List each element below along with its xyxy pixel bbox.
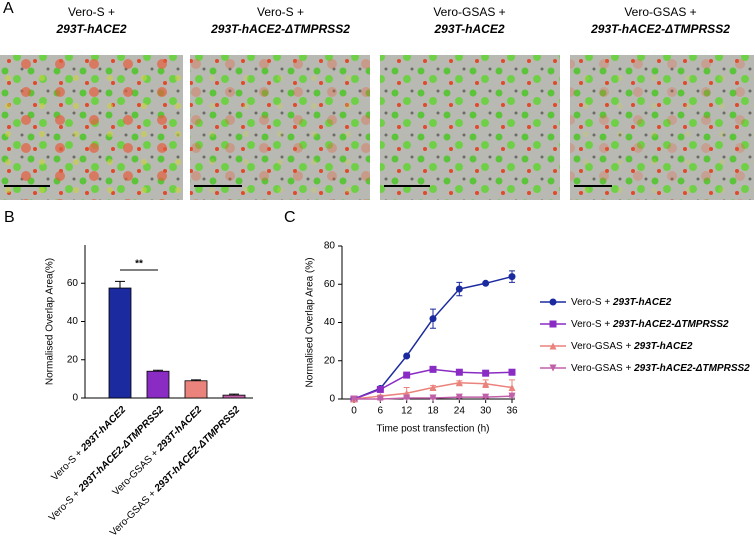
bar — [222, 394, 246, 399]
data-point — [403, 352, 411, 360]
x-tick-label: 24 — [454, 406, 466, 417]
image-title: Vero-GSAS + 293T-hACE2-ΔTMPRSS2 — [591, 5, 730, 36]
legend-marker — [549, 364, 557, 372]
legend-marker — [549, 342, 557, 350]
data-point — [429, 365, 437, 373]
panel-letter: C — [284, 209, 296, 226]
x-tick-label: 36 — [506, 406, 518, 417]
y-tick-label: 40 — [67, 316, 79, 327]
y-axis-label: Normalised Overlap Area(%) — [45, 258, 56, 385]
legend-label: Vero-S + 293T-hACE2-ΔTMPRSS2 — [571, 319, 729, 330]
image — [0, 55, 183, 200]
legend-label: Vero-S + 293T-hACE2 — [571, 297, 672, 308]
error-bar — [153, 369, 163, 372]
legend-label: Vero-GSAS + 293T-hACE2-ΔTMPRSS2 — [571, 363, 750, 374]
data-point — [508, 384, 516, 392]
x-tick-label: 30 — [480, 406, 492, 417]
bar — [184, 380, 208, 399]
y-tick-label: 60 — [67, 278, 79, 289]
error-bar — [229, 393, 239, 396]
x-tick-label: 0 — [351, 406, 357, 417]
data-point — [455, 393, 463, 401]
data-point — [482, 393, 490, 401]
data-point — [482, 369, 490, 377]
data-point — [429, 394, 437, 402]
x-tick-label: Vero-S + 293T-hACE2 — [49, 404, 128, 483]
charts: B C Normalised Overlap Area(%)0204060Ver… — [4, 209, 750, 538]
data-point — [403, 394, 411, 402]
data-point — [429, 315, 437, 323]
panel-letter: B — [4, 209, 15, 226]
image-title: Vero-S + 293T-hACE2-ΔTMPRSS2 — [211, 5, 350, 36]
x-tick-label: 12 — [401, 406, 413, 417]
error-bar — [115, 280, 125, 289]
x-tick-label: 18 — [427, 406, 439, 417]
data-point — [350, 395, 358, 403]
x-axis-label: Time post transfection (h) — [376, 424, 489, 435]
legend-marker — [549, 320, 557, 328]
y-tick-label: 40 — [324, 317, 336, 328]
image — [190, 55, 370, 200]
image — [380, 55, 560, 200]
legend-marker — [549, 298, 557, 306]
data-point — [482, 380, 490, 388]
data-point — [429, 384, 437, 392]
y-tick-label: 60 — [324, 279, 336, 290]
data-point — [376, 385, 384, 393]
data-line — [353, 275, 513, 400]
error-bar — [191, 379, 201, 381]
panel-letter: A — [3, 0, 14, 17]
y-tick-label: 80 — [324, 241, 336, 252]
y-axis-label: Normalised Overlap Area (%) — [305, 257, 316, 387]
image — [570, 55, 754, 200]
data-point — [455, 368, 463, 376]
data-point — [508, 392, 516, 400]
data-point — [508, 368, 516, 376]
data-point — [455, 379, 463, 387]
y-tick-label: 20 — [67, 354, 79, 365]
image-title: Vero-S + 293T-hACE2 — [56, 5, 127, 36]
y-tick-label: 0 — [329, 394, 335, 405]
data-point — [403, 371, 411, 379]
significance-label: ** — [135, 259, 143, 270]
legend-label: Vero-GSAS + 293T-hACE2 — [571, 341, 693, 352]
data-point — [482, 279, 490, 287]
bar — [146, 370, 170, 399]
data-point — [455, 285, 463, 293]
y-tick-label: 20 — [324, 355, 336, 366]
data-point — [508, 273, 516, 281]
micrographs — [0, 55, 754, 200]
data-point — [376, 395, 384, 403]
y-tick-label: 0 — [72, 393, 78, 404]
bar — [108, 287, 132, 399]
x-tick-label: 6 — [378, 406, 384, 417]
image-title: Vero-GSAS + 293T-hACE2 — [433, 5, 506, 36]
